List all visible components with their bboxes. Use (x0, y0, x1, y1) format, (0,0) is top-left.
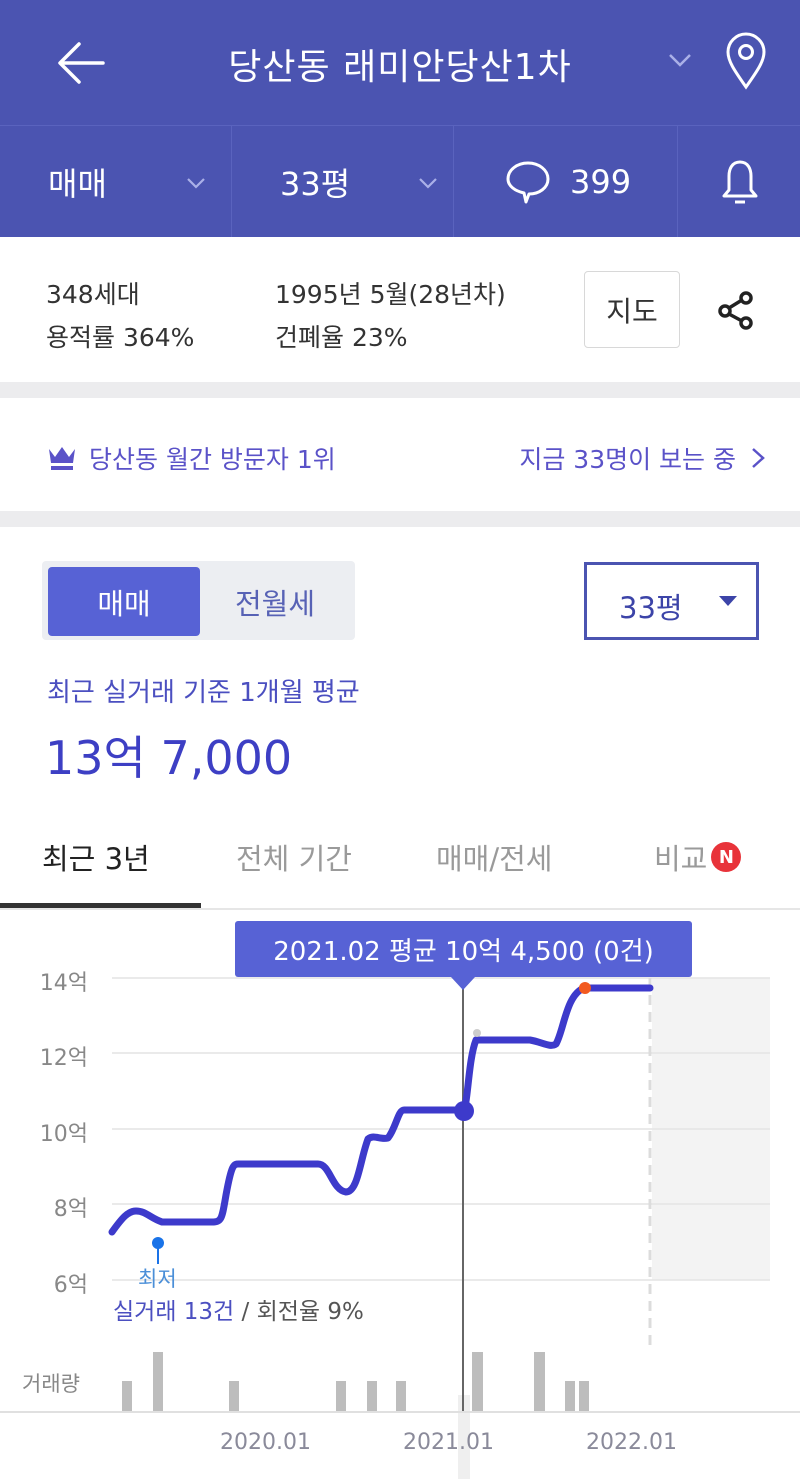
trade-type-label: 매매 (48, 164, 107, 203)
turnover-rate: / 회전율 9% (234, 1299, 364, 1325)
transaction-summary: 실거래 13건 / 회전율 9% (113, 1292, 364, 1326)
section-divider (0, 511, 800, 527)
tab-all-period[interactable]: 전체 기간 (236, 836, 352, 878)
app-header: 당산동 래미안당산1차 매매 33평 399 (0, 0, 800, 237)
tab-label: 비교 (654, 842, 708, 876)
new-badge: N (711, 842, 742, 872)
visitor-rank: 당산동 월간 방문자 1위 (47, 440, 336, 476)
households: 348세대 (46, 280, 140, 309)
share-icon[interactable] (716, 290, 756, 330)
filter-bar: 매매 33평 399 (0, 126, 800, 237)
page-title[interactable]: 당산동 래미안당산1차 (228, 47, 572, 88)
section-divider (0, 382, 800, 398)
x-tick-2022: 2022.01 (586, 1430, 677, 1455)
visitor-rank-bar[interactable] (0, 398, 800, 511)
trade-type-dropdown[interactable]: 매매 (0, 126, 232, 237)
toggle-sale[interactable]: 매매 (48, 567, 200, 636)
x-tick-2021: 2021.01 (403, 1430, 494, 1455)
lowest-label: 최저 (138, 1267, 177, 1291)
size-select-value: 33평 (619, 591, 683, 625)
map-pin-icon[interactable] (724, 32, 768, 90)
toggle-rent[interactable]: 전월세 (234, 586, 316, 621)
tab-label: 전체 기간 (236, 842, 352, 876)
top-bar: 당산동 래미안당산1차 (0, 0, 800, 126)
alert-button[interactable] (678, 126, 800, 237)
price-line (108, 984, 654, 1236)
building-coverage: 건폐율 23% (275, 323, 408, 352)
current-viewers-link[interactable]: 지금 33명이 보는 중 (519, 440, 766, 476)
lowest-point (152, 1237, 164, 1249)
selected-point[interactable] (454, 1101, 474, 1121)
size-label: 33평 (280, 164, 351, 203)
grid-lines (112, 977, 770, 1281)
tab-sale-vs-jeonse[interactable]: 매매/전세 (436, 836, 553, 878)
chevron-down-icon (187, 178, 205, 189)
y-tick-14: 14억 (39, 971, 88, 996)
tab-compare[interactable]: 비교 N (654, 836, 742, 878)
period-tabs: 최근 3년 전체 기간 매매/전세 비교 N (0, 820, 800, 910)
caret-down-icon (719, 596, 737, 606)
chart-tooltip: 2021.02 평균 10억 4,500 (0건) (235, 921, 692, 977)
chevron-down-icon[interactable] (668, 52, 692, 68)
y-tick-12: 12억 (39, 1046, 88, 1071)
active-tab-indicator (0, 903, 201, 908)
price-chart[interactable] (0, 910, 800, 1479)
bell-icon (722, 160, 758, 203)
comments-button[interactable]: 399 (454, 126, 678, 237)
tab-label: 매매/전세 (436, 842, 553, 876)
x-tick-2020: 2020.01 (220, 1430, 311, 1455)
size-dropdown[interactable]: 33평 (232, 126, 454, 237)
transaction-count[interactable]: 실거래 13건 (113, 1299, 235, 1325)
comment-count: 399 (570, 162, 632, 201)
y-tick-8: 8억 (53, 1197, 88, 1222)
tooltip-pointer (451, 977, 475, 990)
highest-point (579, 982, 591, 994)
volume-label: 거래량 (22, 1372, 80, 1396)
y-tick-10: 10억 (39, 1122, 88, 1147)
built-date: 1995년 5월(28년차) (275, 280, 506, 309)
data-point (473, 1029, 481, 1037)
crown-icon (49, 447, 75, 470)
tab-label: 최근 3년 (42, 842, 150, 876)
visitor-rank-text: 당산동 월간 방문자 1위 (89, 445, 336, 474)
tab-recent-3y[interactable]: 최근 3년 (42, 836, 150, 878)
average-price: 13억 7,000 (45, 731, 293, 785)
y-tick-6: 6억 (53, 1273, 88, 1298)
chevron-down-icon (419, 178, 437, 189)
current-viewers-text: 지금 33명이 보는 중 (519, 445, 736, 474)
speech-bubble-icon (506, 161, 550, 203)
arrow-left-icon[interactable] (55, 40, 107, 86)
size-select[interactable]: 33평 (584, 562, 759, 640)
map-button[interactable]: 지도 (584, 271, 680, 348)
chevron-right-icon (752, 448, 765, 468)
trade-type-toggle: 매매 전월세 (42, 561, 355, 640)
floor-area-ratio: 용적률 364% (46, 323, 195, 352)
average-label: 최근 실거래 기준 1개월 평균 (47, 678, 360, 708)
cursor-shadow (458, 1395, 470, 1479)
volume-bars (122, 1352, 589, 1412)
